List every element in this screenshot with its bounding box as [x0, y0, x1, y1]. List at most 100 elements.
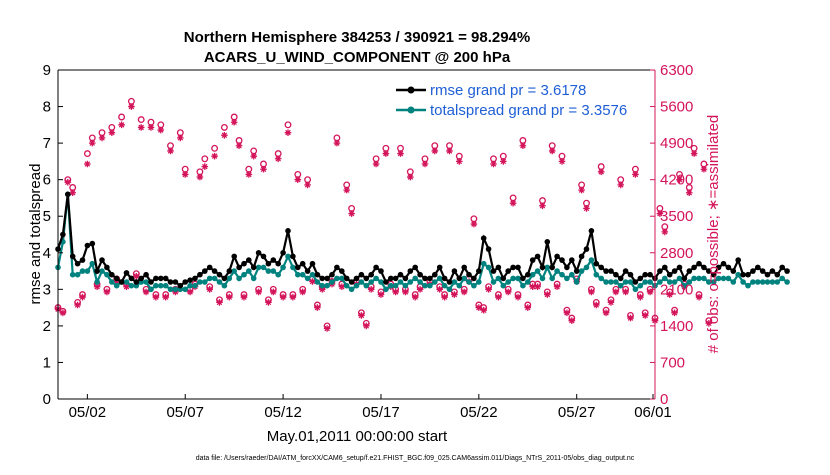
data-point	[358, 279, 365, 285]
y-right-tick-label: 2100	[660, 281, 693, 298]
data-point	[304, 268, 311, 274]
data-point	[603, 279, 609, 285]
data-point	[265, 268, 272, 274]
data-point	[162, 282, 169, 289]
data-point	[236, 264, 242, 271]
data-point	[730, 268, 737, 274]
data-point	[613, 271, 619, 278]
data-point	[143, 271, 149, 278]
obs-assimilated-marker	[137, 124, 145, 131]
series-0	[55, 191, 790, 289]
obs-assimilated-marker	[421, 160, 429, 168]
obs-assimilated-marker	[128, 103, 135, 110]
data-point	[559, 257, 565, 263]
data-point	[158, 282, 164, 289]
data-point	[74, 260, 81, 267]
data-point	[422, 275, 428, 282]
obs-assimilated-marker	[265, 299, 272, 306]
obs-possible-marker	[137, 116, 145, 124]
data-point	[598, 275, 604, 282]
obs-assimilated-marker	[186, 288, 194, 296]
data-point	[74, 271, 81, 278]
data-point	[681, 282, 688, 289]
data-point	[588, 257, 595, 263]
obs-assimilated-marker	[470, 220, 478, 228]
data-point	[451, 268, 458, 274]
y-right-tick-label: 3500	[660, 208, 693, 225]
data-point	[255, 250, 262, 256]
data-point	[255, 264, 262, 271]
data-point	[206, 264, 213, 271]
obs-assimilated-marker	[333, 139, 341, 147]
obs-assimilated-marker	[103, 288, 111, 296]
data-point	[617, 275, 624, 282]
obs-assimilated-marker	[592, 301, 600, 309]
data-point	[69, 271, 76, 278]
obs-assimilated-marker	[367, 286, 375, 293]
data-point	[60, 231, 66, 238]
obs-assimilated-marker	[529, 283, 536, 291]
data-point	[118, 279, 125, 285]
obs-assimilated-marker	[548, 147, 556, 155]
data-point	[686, 279, 693, 285]
data-point	[715, 264, 722, 271]
data-point	[632, 286, 639, 293]
obs-assimilated-marker	[563, 309, 571, 317]
data-point	[466, 279, 472, 285]
data-point	[662, 264, 668, 271]
data-point	[740, 279, 746, 285]
data-point	[647, 271, 653, 278]
obs-assimilated-marker	[196, 173, 204, 181]
y-right-tick-label: 5600	[660, 99, 693, 116]
data-point	[510, 275, 516, 282]
data-point	[143, 279, 149, 285]
obs-assimilated-marker	[519, 142, 527, 150]
data-point	[520, 282, 526, 289]
obs-assimilated-marker	[177, 134, 184, 142]
data-point	[417, 271, 423, 278]
data-point	[348, 286, 355, 293]
data-point	[471, 275, 477, 282]
data-point	[544, 239, 551, 245]
obs-assimilated-marker	[641, 312, 649, 319]
obs-assimilated-marker	[539, 202, 546, 210]
data-point	[206, 275, 213, 282]
data-point	[79, 268, 86, 274]
y-right-tick-label: 4200	[660, 172, 693, 189]
y-right-tick-label: 700	[660, 354, 685, 371]
data-point	[642, 279, 648, 285]
obs-assimilated-marker	[323, 325, 331, 332]
obs-assimilated-marker	[568, 317, 576, 324]
obs-assimilated-marker	[152, 293, 160, 301]
series-layer	[54, 97, 790, 332]
data-point	[583, 264, 590, 271]
data-point	[334, 264, 340, 271]
data-point	[657, 279, 663, 285]
y-left-tick-label: 4	[43, 245, 51, 262]
data-point	[412, 264, 419, 271]
obs-assimilated-marker	[455, 158, 463, 165]
obs-assimilated-marker	[612, 288, 620, 296]
data-point	[167, 279, 174, 285]
obs-assimilated-marker	[588, 288, 595, 296]
obs-assimilated-marker	[181, 171, 189, 178]
data-point	[250, 275, 257, 282]
data-point	[539, 264, 546, 271]
data-point	[392, 282, 399, 289]
obs-assimilated-marker	[211, 152, 218, 160]
obs-assimilated-marker	[260, 165, 267, 173]
obs-assimilated-marker	[314, 304, 321, 311]
obs-assimilated-marker	[108, 129, 116, 136]
obs-assimilated-marker	[475, 304, 483, 311]
data-point	[211, 268, 218, 274]
data-point	[202, 279, 208, 285]
y-right-tick-label: 4900	[660, 135, 693, 152]
data-point	[662, 275, 668, 282]
data-point	[637, 275, 644, 282]
obs-assimilated-marker	[583, 205, 590, 212]
data-point	[84, 242, 91, 249]
data-point	[471, 282, 477, 289]
y-left-tick-label: 5	[43, 208, 51, 225]
data-point	[696, 275, 702, 282]
data-point	[740, 271, 746, 278]
